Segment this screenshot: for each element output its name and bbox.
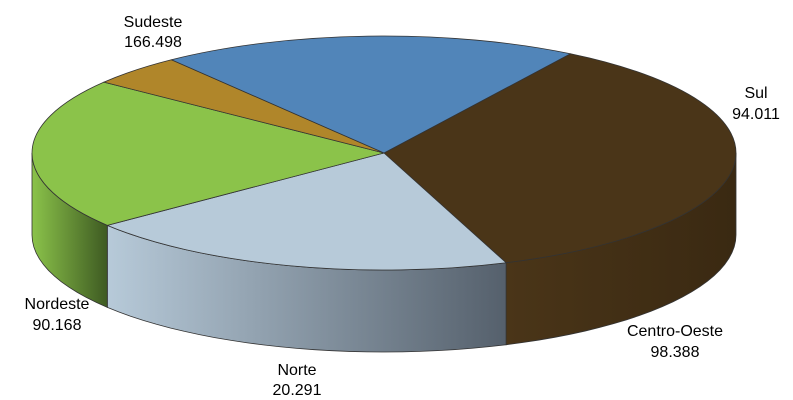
pie-slices [31, 35, 737, 271]
slice-centro-oeste [31, 81, 385, 226]
slice-sudeste [383, 53, 737, 264]
label-name-nordeste: Nordeste [25, 296, 90, 313]
pie-sides [31, 152, 737, 353]
slice-sul [106, 152, 508, 271]
slice-labels: Sudeste 166.498 Sul 94.011 Centro-Oeste … [25, 14, 780, 399]
label-name-sul: Sul [744, 85, 767, 102]
label-value-sul: 94.011 [732, 106, 780, 123]
label-value-sudeste: 166.498 [124, 34, 182, 51]
slice-nordeste [170, 35, 572, 154]
label-value-nordeste: 90.168 [33, 317, 82, 334]
label-value-centro-oeste: 98.388 [651, 344, 700, 361]
label-value-norte: 20.291 [273, 382, 322, 399]
label-name-sudeste: Sudeste [124, 14, 183, 31]
label-name-norte: Norte [277, 362, 316, 379]
label-name-centro-oeste: Centro-Oeste [627, 323, 723, 340]
